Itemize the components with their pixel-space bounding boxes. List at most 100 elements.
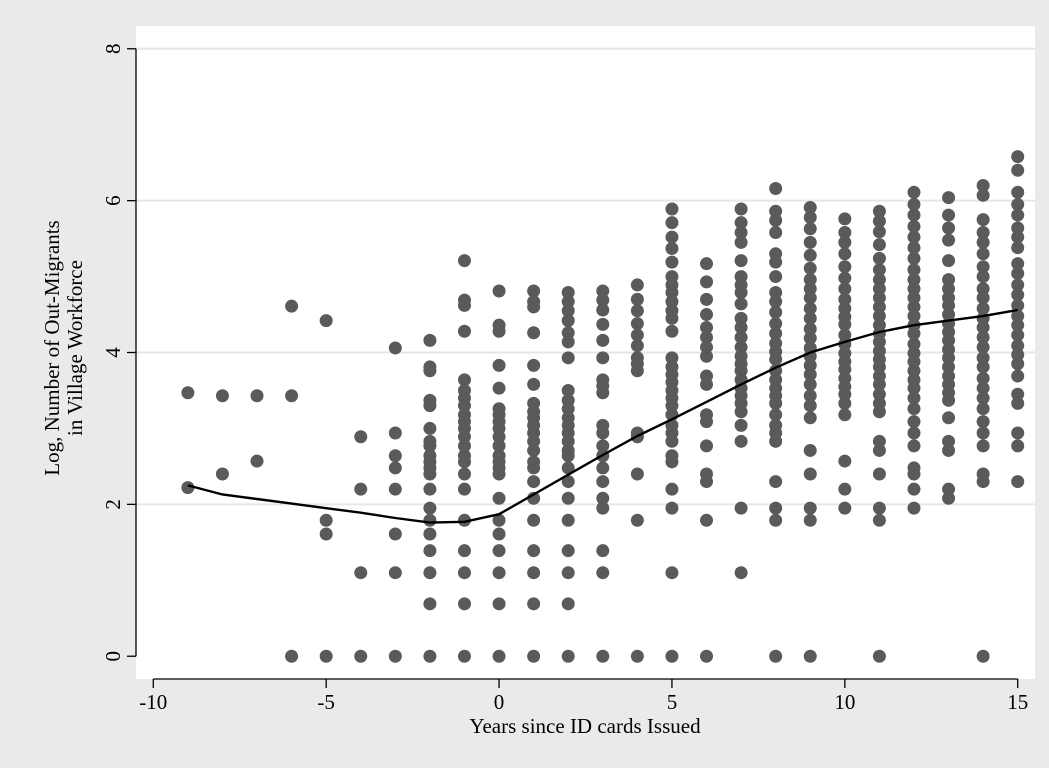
data-point-369 xyxy=(907,415,921,429)
data-point-245 xyxy=(769,255,783,269)
data-point-320 xyxy=(872,225,886,239)
data-point-419 xyxy=(976,381,990,395)
x-tick-label-2: 0 xyxy=(494,690,505,714)
data-point-224 xyxy=(734,311,748,325)
data-point-207 xyxy=(700,377,714,391)
data-point-370 xyxy=(907,426,921,440)
data-point-127 xyxy=(561,461,575,475)
data-point-27 xyxy=(423,364,437,378)
data-point-415 xyxy=(976,340,990,354)
data-point-237 xyxy=(734,434,748,448)
data-point-397 xyxy=(942,434,956,448)
data-point-77 xyxy=(492,439,506,453)
data-point-322 xyxy=(872,251,886,265)
data-point-341 xyxy=(872,443,886,457)
data-point-32 xyxy=(423,439,437,453)
data-point-433 xyxy=(1011,221,1025,235)
data-point-124 xyxy=(561,434,575,448)
data-point-136 xyxy=(596,293,610,307)
data-point-345 xyxy=(872,649,886,663)
data-point-450 xyxy=(1011,426,1025,440)
data-point-205 xyxy=(700,349,714,363)
data-point-314 xyxy=(838,408,852,422)
data-point-152 xyxy=(596,544,610,558)
data-point-328 xyxy=(872,309,886,323)
data-point-120 xyxy=(561,402,575,416)
data-point-238 xyxy=(734,501,748,515)
data-point-447 xyxy=(1011,369,1025,383)
data-point-61 xyxy=(457,482,471,496)
data-point-153 xyxy=(596,566,610,580)
data-point-260 xyxy=(769,408,783,422)
data-point-132 xyxy=(561,566,575,580)
data-point-230 xyxy=(734,364,748,378)
data-point-319 xyxy=(872,214,886,228)
data-point-169 xyxy=(665,202,679,216)
data-point-416 xyxy=(976,351,990,365)
data-point-0 xyxy=(181,386,195,400)
data-point-128 xyxy=(561,475,575,489)
data-point-63 xyxy=(457,544,471,558)
data-point-148 xyxy=(596,461,610,475)
data-point-41 xyxy=(423,544,437,558)
data-point-348 xyxy=(907,208,921,222)
data-point-4 xyxy=(250,389,264,403)
data-point-43 xyxy=(423,597,437,611)
data-point-150 xyxy=(596,491,610,505)
data-point-209 xyxy=(700,415,714,429)
data-point-89 xyxy=(527,284,541,298)
data-point-126 xyxy=(561,449,575,463)
data-point-108 xyxy=(527,566,541,580)
data-point-243 xyxy=(769,226,783,240)
data-point-272 xyxy=(803,248,817,262)
data-point-269 xyxy=(803,210,817,224)
data-point-349 xyxy=(907,219,921,233)
data-point-225 xyxy=(734,320,748,334)
data-point-367 xyxy=(907,391,921,405)
data-point-14 xyxy=(354,482,368,496)
data-point-298 xyxy=(838,260,852,274)
data-point-19 xyxy=(388,449,402,463)
data-point-413 xyxy=(976,320,990,334)
data-point-363 xyxy=(907,355,921,369)
data-point-168 xyxy=(630,649,644,663)
y-tick-label-1: 2 xyxy=(101,499,125,510)
x-tick-label-4: 10 xyxy=(834,690,855,714)
data-point-435 xyxy=(1011,241,1025,255)
data-point-187 xyxy=(665,399,679,413)
data-point-133 xyxy=(561,597,575,611)
x-tick-label-5: 15 xyxy=(1007,690,1028,714)
data-point-91 xyxy=(527,300,541,314)
data-point-44 xyxy=(423,649,437,663)
data-point-368 xyxy=(907,402,921,416)
data-point-59 xyxy=(457,455,471,469)
data-point-422 xyxy=(976,415,990,429)
data-point-15 xyxy=(354,566,368,580)
data-point-17 xyxy=(388,341,402,355)
data-point-249 xyxy=(769,305,783,319)
data-point-45 xyxy=(457,254,471,268)
data-point-82 xyxy=(492,491,506,505)
data-point-18 xyxy=(388,426,402,440)
data-point-336 xyxy=(872,377,886,391)
data-point-351 xyxy=(907,241,921,255)
data-point-57 xyxy=(457,439,471,453)
data-point-439 xyxy=(1011,288,1025,302)
data-point-373 xyxy=(907,467,921,481)
data-point-21 xyxy=(388,482,402,496)
data-point-429 xyxy=(1011,163,1025,177)
data-point-405 xyxy=(976,235,990,249)
data-point-106 xyxy=(527,513,541,527)
data-point-36 xyxy=(423,467,437,481)
data-point-300 xyxy=(838,282,852,296)
data-point-410 xyxy=(976,291,990,305)
data-point-88 xyxy=(492,649,506,663)
data-point-248 xyxy=(769,295,783,309)
data-point-60 xyxy=(457,467,471,481)
data-point-376 xyxy=(942,191,956,205)
data-point-356 xyxy=(907,291,921,305)
data-point-139 xyxy=(596,333,610,347)
data-point-166 xyxy=(630,467,644,481)
data-point-445 xyxy=(1011,348,1025,362)
data-point-101 xyxy=(527,443,541,457)
